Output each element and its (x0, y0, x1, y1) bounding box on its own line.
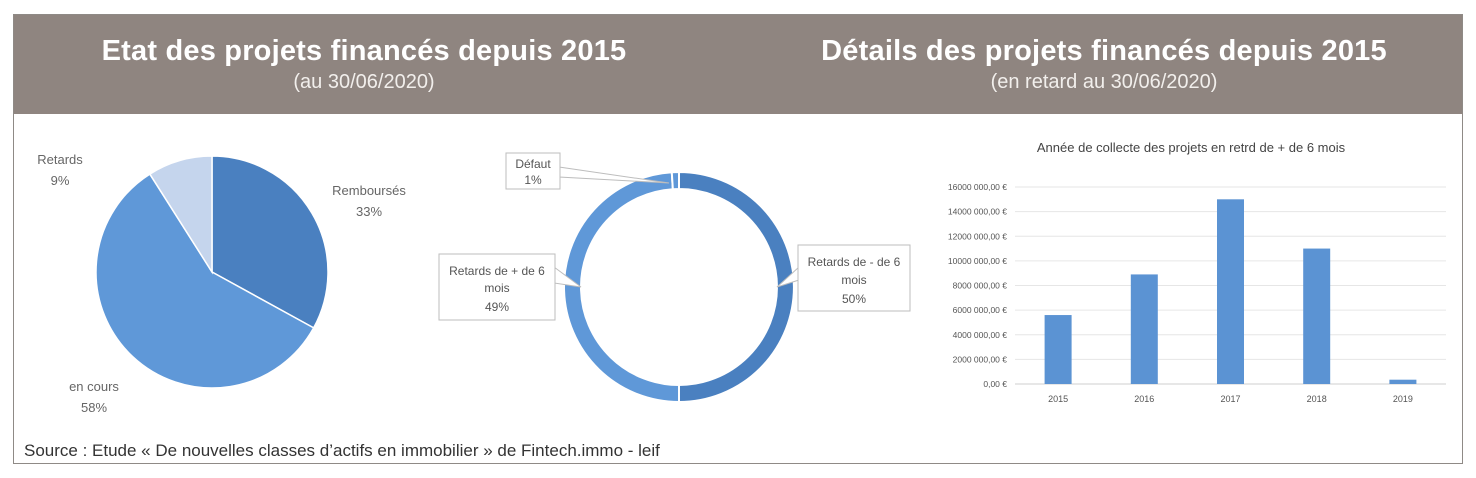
header-banner: Etat des projets financés depuis 2015 (a… (14, 15, 1462, 114)
donut-label: Retards de - de 6 (808, 255, 901, 269)
status-pie-chart: Remboursés 33% en cours 58% Retards 9% (37, 152, 406, 415)
y-tick-label: 10000 000,00 € (948, 256, 1007, 266)
donut-label: mois (484, 281, 509, 295)
callout-box (505, 152, 561, 190)
x-tick-label: 2018 (1307, 394, 1327, 404)
bar-chart-title: Année de collecte des projets en retrd d… (1037, 140, 1346, 155)
donut-value-label: 1% (524, 173, 542, 187)
bar (1389, 379, 1417, 384)
infographic-frame: Etat des projets financés depuis 2015 (a… (13, 14, 1463, 464)
x-tick-label: 2015 (1048, 394, 1068, 404)
donut-value-label: 50% (842, 292, 866, 306)
y-tick-label: 14000 000,00 € (948, 207, 1007, 217)
callout-box (797, 244, 911, 312)
delay-donut-chart: Défaut 1% Retards de + de 6 mois 49% Retards … (438, 152, 911, 404)
right-subtitle: (en retard au 30/06/2020) (990, 71, 1218, 93)
donut-segment (670, 170, 680, 191)
left-title: Etat des projets financés depuis 2015 (101, 35, 627, 67)
y-tick-label: 4000 000,00 € (953, 330, 1008, 340)
pie-slice (211, 155, 329, 329)
y-tick-label: 0,00 € (983, 379, 1007, 389)
y-tick-label: 12000 000,00 € (948, 231, 1007, 241)
bar (1303, 248, 1331, 384)
pie-label: Remboursés (332, 183, 406, 198)
left-subtitle: (au 30/06/2020) (293, 71, 435, 93)
donut-label: Retards de + de 6 (449, 264, 545, 278)
x-tick-label: 2019 (1393, 394, 1413, 404)
pie-label: en cours (69, 379, 119, 394)
y-tick-label: 16000 000,00 € (948, 182, 1007, 192)
collection-bar-chart: Année de collecte des projets en retrd d… (948, 140, 1446, 404)
pie-value-label: 33% (356, 204, 382, 219)
donut-value-label: 49% (485, 300, 509, 314)
donut-segment (563, 171, 680, 404)
x-tick-label: 2017 (1220, 394, 1240, 404)
y-tick-label: 8000 000,00 € (953, 281, 1008, 291)
charts-area: Remboursés 33% en cours 58% Retards 9% Défaut… (37, 140, 1446, 415)
donut-segment (678, 170, 795, 404)
pie-value-label: 58% (81, 400, 107, 415)
source-note: Source : Etude « De nouvelles classes d’… (24, 441, 660, 460)
pie-slice (148, 155, 213, 275)
bar (1044, 315, 1072, 384)
donut-label: mois (841, 273, 866, 287)
right-title: Détails des projets financés depuis 2015 (821, 35, 1387, 67)
pie-slice (95, 173, 315, 389)
bar (1217, 199, 1244, 384)
x-tick-label: 2016 (1134, 394, 1154, 404)
pie-value-label: 9% (51, 173, 70, 188)
donut-label: Défaut (515, 157, 551, 171)
bar (1130, 274, 1158, 384)
y-tick-label: 2000 000,00 € (953, 354, 1008, 364)
y-tick-label: 6000 000,00 € (953, 305, 1008, 315)
pie-label: Retards (37, 152, 83, 167)
callout-box (438, 253, 556, 321)
